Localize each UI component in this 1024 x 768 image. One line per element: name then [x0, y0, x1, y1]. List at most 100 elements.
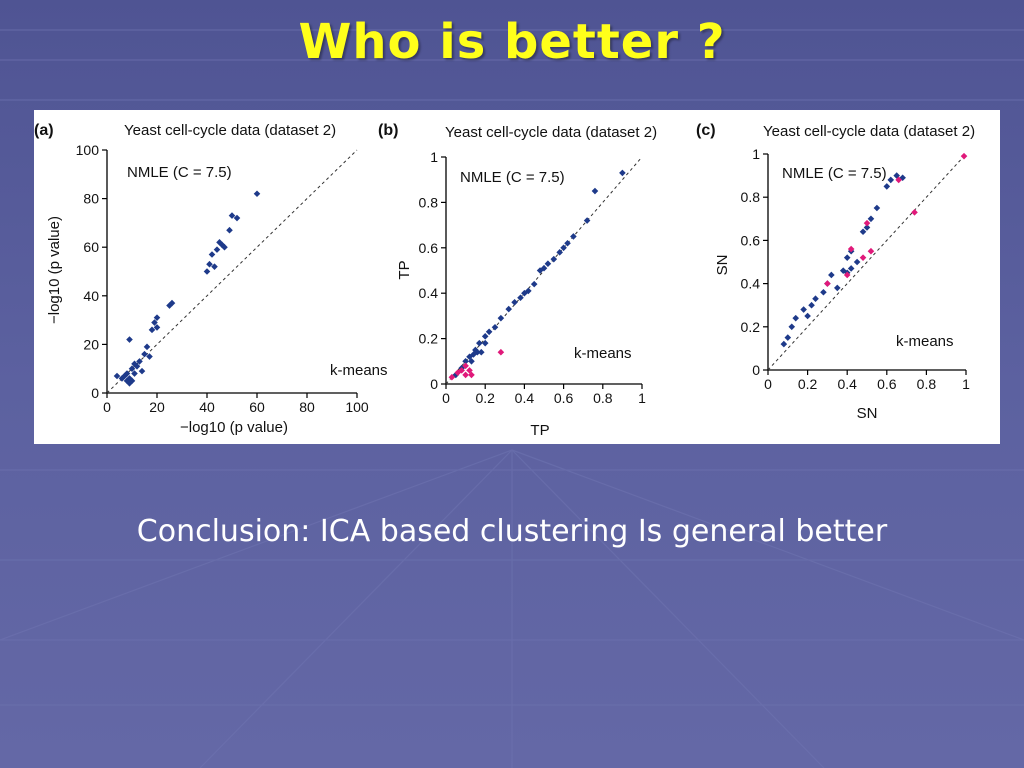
- data-point-navy: [544, 260, 552, 267]
- data-point-magenta: [462, 362, 469, 370]
- y-tick-label: 20: [83, 336, 99, 352]
- data-point-navy: [843, 254, 851, 261]
- x-tick-label: 0.6: [877, 376, 897, 392]
- data-point-magenta: [497, 348, 505, 356]
- data-point-navy: [148, 326, 156, 334]
- data-point-navy: [899, 174, 906, 182]
- chart-title: Yeast cell-cycle data (dataset 2): [445, 124, 657, 141]
- data-point-navy: [153, 314, 161, 321]
- data-point-navy: [226, 226, 233, 234]
- data-point-magenta: [911, 209, 918, 216]
- x-tick-label: 1: [962, 376, 970, 392]
- data-point-navy: [808, 301, 815, 309]
- data-point-navy: [853, 258, 861, 266]
- y-tick-label: 0: [91, 385, 99, 401]
- diagonal-reference-line: [767, 153, 967, 371]
- x-tick-label: 20: [149, 399, 165, 415]
- data-point-navy: [168, 299, 176, 307]
- x-tick-label: 0: [442, 390, 450, 406]
- data-point-navy: [136, 358, 143, 365]
- data-point-navy: [784, 334, 792, 341]
- data-point-navy: [113, 372, 121, 380]
- data-point-navy: [253, 190, 261, 198]
- x-tick-label: 0.2: [475, 390, 495, 406]
- data-point-magenta: [863, 219, 871, 227]
- data-point-navy: [228, 212, 236, 219]
- data-point-navy: [462, 358, 469, 365]
- chart-title: Yeast cell-cycle data (dataset 2): [763, 123, 975, 140]
- x-tick-label: 100: [345, 399, 369, 415]
- y-tick-label: 0: [430, 376, 438, 392]
- data-point-navy: [118, 375, 126, 382]
- y-axis-label: SN: [714, 255, 731, 276]
- data-point-navy: [511, 298, 518, 306]
- data-point-magenta: [867, 247, 875, 255]
- data-point-magenta: [462, 371, 469, 379]
- y-tick-label: 0.8: [419, 194, 439, 210]
- data-point-navy: [525, 287, 532, 295]
- data-point-navy: [883, 183, 891, 190]
- data-point-magenta: [843, 271, 851, 279]
- diagonal-reference-line: [445, 156, 643, 385]
- data-point-magenta: [895, 176, 902, 184]
- data-point-navy: [873, 204, 881, 212]
- data-point-navy: [536, 267, 544, 274]
- data-point-navy: [141, 350, 148, 358]
- data-point-navy: [477, 348, 485, 356]
- data-point-navy: [481, 339, 489, 347]
- data-point-navy: [203, 268, 211, 275]
- y-tick-label: 0.8: [741, 189, 761, 205]
- data-point-navy: [820, 288, 827, 296]
- data-point-magenta: [466, 367, 473, 374]
- data-point-navy: [847, 265, 855, 272]
- data-point-navy: [131, 370, 138, 377]
- scatter-charts: (a) Yeast cell-cycle data (dataset 2) NMLE…: [34, 122, 975, 439]
- data-point-navy: [491, 323, 499, 331]
- data-point-navy: [863, 224, 871, 231]
- method-label-nmle: NMLE (C = 7.5): [782, 165, 887, 182]
- chart-title: Yeast cell-cycle data (dataset 2): [124, 122, 336, 139]
- data-point-navy: [468, 358, 475, 365]
- y-tick-label: 0.6: [419, 240, 439, 256]
- data-point-navy: [540, 264, 548, 272]
- data-point-navy: [474, 348, 481, 356]
- data-point-navy: [517, 294, 524, 302]
- data-point-navy: [151, 319, 158, 326]
- x-tick-label: 0.4: [837, 376, 857, 392]
- figure-panel: (a) Yeast cell-cycle data (dataset 2) NMLE…: [34, 110, 1000, 444]
- data-point-navy: [221, 243, 228, 251]
- data-point-navy: [211, 263, 218, 270]
- data-point-navy: [206, 260, 213, 268]
- data-point-navy: [570, 233, 577, 240]
- data-point-navy: [834, 284, 841, 292]
- data-point-navy: [867, 215, 875, 223]
- y-axis-label: −log10 (p value): [46, 216, 63, 324]
- data-point-navy: [804, 312, 811, 320]
- data-point-navy: [497, 314, 505, 322]
- y-tick-label: 0.4: [419, 285, 439, 301]
- y-axis-label: TP: [396, 260, 413, 279]
- data-point-navy: [788, 323, 796, 331]
- y-tick-label: 1: [430, 149, 438, 165]
- data-point-navy: [123, 370, 131, 377]
- x-axis-label: TP: [530, 422, 549, 439]
- x-tick-label: 80: [299, 399, 315, 415]
- data-point-navy: [839, 267, 847, 274]
- data-point-navy: [128, 365, 136, 372]
- data-point-navy: [780, 340, 788, 348]
- x-tick-label: 0: [103, 399, 111, 415]
- y-tick-label: 0: [752, 362, 760, 378]
- data-point-navy: [485, 328, 493, 336]
- data-point-navy: [800, 306, 807, 313]
- data-point-navy: [133, 362, 141, 370]
- x-axis-label: −log10 (p value): [180, 419, 288, 436]
- panel-label: (a): [34, 122, 54, 139]
- panel-label: (c): [696, 122, 716, 139]
- x-tick-label: 1: [638, 390, 646, 406]
- panel-label: (b): [378, 122, 398, 139]
- y-tick-label: 80: [83, 191, 99, 207]
- data-point-navy: [550, 255, 558, 263]
- y-tick-label: 0.4: [741, 276, 761, 292]
- y-tick-label: 40: [83, 288, 99, 304]
- data-point-navy: [792, 314, 800, 322]
